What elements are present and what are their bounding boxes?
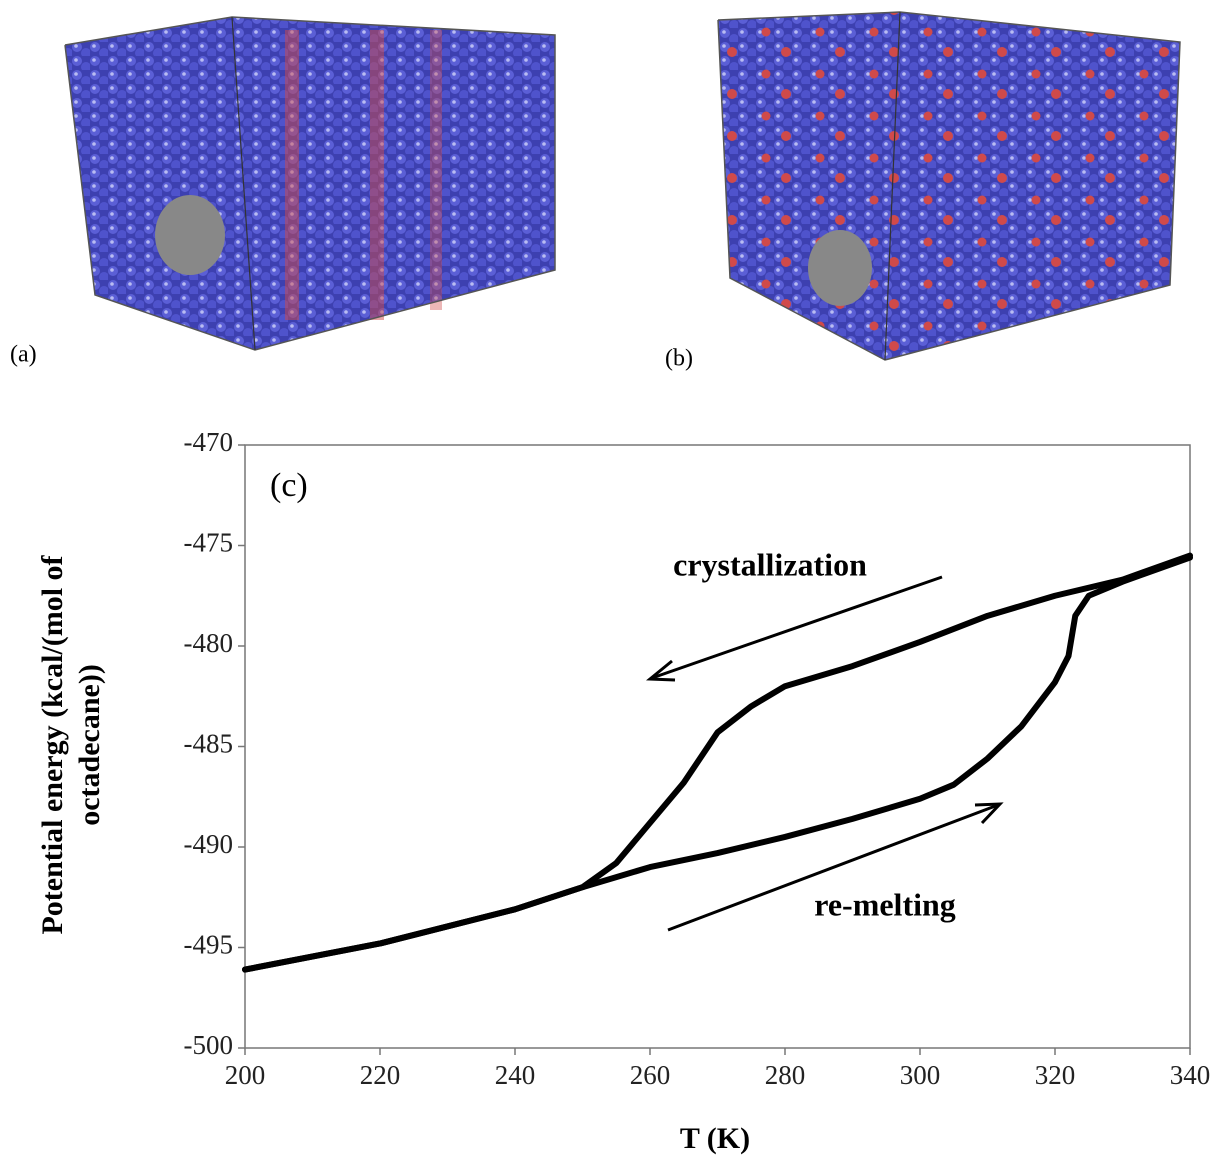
plot-frame [244, 444, 1191, 1049]
x-tick-label: 300 [900, 1060, 941, 1090]
data-line [242, 554, 1193, 973]
panel-a-image [64, 16, 556, 351]
annotation: crystallization [673, 546, 867, 582]
y-tick-label: -490 [184, 829, 234, 859]
y-axis-title: Potential energy (kcal/(mol of [36, 554, 69, 934]
panel-label: (a) [10, 342, 37, 368]
arrow [645, 575, 1004, 932]
annotation: re-melting [814, 886, 956, 922]
x-axis-title: T (K) [680, 1122, 750, 1155]
x-tick-label: 220 [360, 1060, 401, 1090]
chart: (c) crystallization re-melting T (K) Pot… [36, 427, 1210, 1155]
panel-b-image [717, 11, 1181, 361]
y-tick-label: -500 [184, 1030, 234, 1060]
panel-label: (c) [270, 467, 308, 504]
x-tick-label: 280 [765, 1060, 806, 1090]
x-tick-label: 340 [1170, 1060, 1211, 1090]
x-tick-label: 240 [495, 1060, 536, 1090]
data-line [242, 552, 1193, 973]
x-tick-label: 320 [1035, 1060, 1076, 1090]
y-axis-title: octadecane)) [73, 664, 106, 826]
y-tick-label: -475 [184, 528, 234, 558]
x-tick-label: 200 [225, 1060, 266, 1090]
y-tick-label: -480 [184, 628, 234, 658]
x-tick-label: 260 [630, 1060, 671, 1090]
y-tick-label: -495 [184, 930, 234, 960]
y-tick-label: -470 [184, 427, 234, 457]
y-tick-label: -485 [184, 729, 234, 759]
panel-label: (b) [665, 346, 693, 372]
